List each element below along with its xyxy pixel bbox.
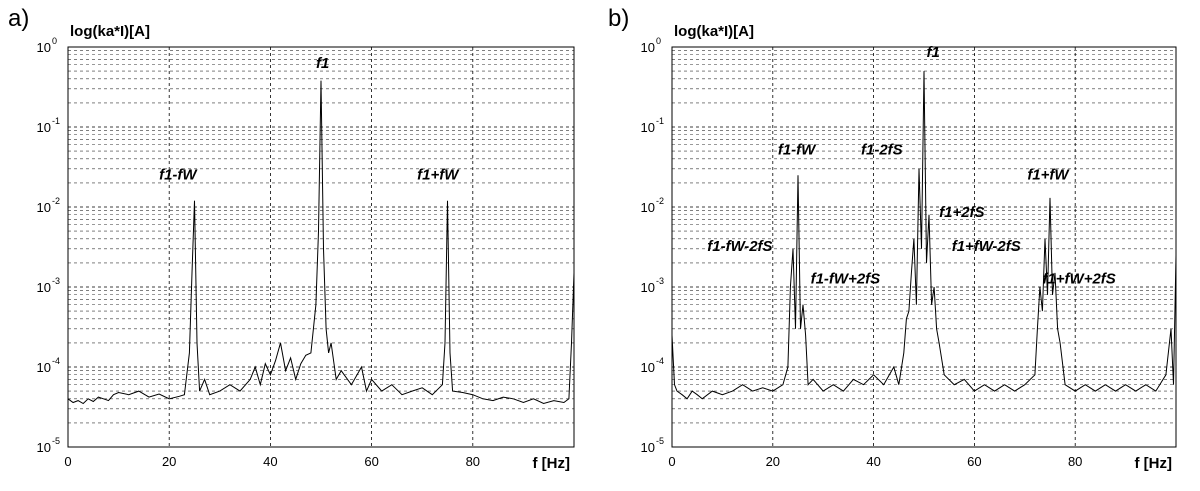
peak-annotation: f1+fW [417, 167, 460, 184]
y-tick-label: 10 [641, 440, 655, 455]
y-tick-label: 10 [37, 280, 51, 295]
y-tick-label: 10 [641, 360, 655, 375]
y-tick-label: 10 [641, 40, 655, 55]
peak-annotation: f1-fW [159, 167, 198, 184]
y-tick-label: 10 [37, 120, 51, 135]
peak-annotation: f1 [316, 55, 329, 72]
x-tick-label: 60 [364, 454, 378, 469]
peak-annotation: f1-fW+2fS [811, 271, 881, 288]
y-tick-exponent: -5 [52, 436, 60, 446]
y-tick-label: 10 [37, 440, 51, 455]
x-tick-label: 80 [1068, 454, 1082, 469]
y-tick-label: 10 [641, 200, 655, 215]
x-tick-label: 40 [866, 454, 880, 469]
x-tick-label: 80 [466, 454, 480, 469]
plot-area [672, 47, 1176, 447]
peak-annotation: f1+fW+2fS [1042, 271, 1115, 288]
y-axis-label: log(ka*I)[A] [70, 23, 150, 40]
x-tick-label: 40 [263, 454, 277, 469]
peak-annotation: f1-fW-2fS [707, 238, 772, 255]
y-tick-exponent: -2 [656, 196, 664, 206]
x-tick-label: 60 [967, 454, 981, 469]
y-tick-label: 10 [641, 280, 655, 295]
y-tick-label: 10 [641, 120, 655, 135]
y-tick-label: 10 [37, 360, 51, 375]
y-tick-exponent: -1 [52, 116, 60, 126]
y-tick-exponent: -5 [656, 436, 664, 446]
spectrum-line [671, 71, 1177, 400]
y-tick-label: 10 [37, 200, 51, 215]
peak-annotation: f1 [927, 44, 940, 61]
panel-label: b) [608, 5, 629, 32]
spectrum-line [67, 80, 575, 405]
x-tick-label: 20 [162, 454, 176, 469]
peak-annotation: f1-2fS [861, 142, 903, 159]
peak-annotation: f1+fW-2fS [952, 238, 1021, 255]
y-tick-exponent: -3 [656, 276, 664, 286]
x-axis-label: f [Hz] [1135, 455, 1173, 472]
y-tick-exponent: 0 [656, 36, 661, 46]
peak-annotation: f1+2fS [939, 204, 984, 221]
peak-annotation: f1+fW [1027, 167, 1070, 184]
y-tick-exponent: -3 [52, 276, 60, 286]
y-tick-exponent: -4 [656, 356, 664, 366]
y-tick-exponent: -4 [52, 356, 60, 366]
y-tick-exponent: -2 [52, 196, 60, 206]
peak-annotation: f1-fW [778, 142, 817, 159]
y-axis-label: log(ka*I)[A] [674, 23, 754, 40]
x-tick-label: 20 [766, 454, 780, 469]
x-axis-label: f [Hz] [533, 455, 571, 472]
x-tick-label: 0 [64, 454, 71, 469]
plot-frame [67, 46, 575, 448]
y-tick-label: 10 [37, 40, 51, 55]
y-tick-exponent: 0 [52, 36, 57, 46]
plot-frame [671, 46, 1177, 448]
x-tick-label: 0 [668, 454, 675, 469]
panel-label: a) [8, 5, 29, 32]
y-tick-exponent: -1 [656, 116, 664, 126]
